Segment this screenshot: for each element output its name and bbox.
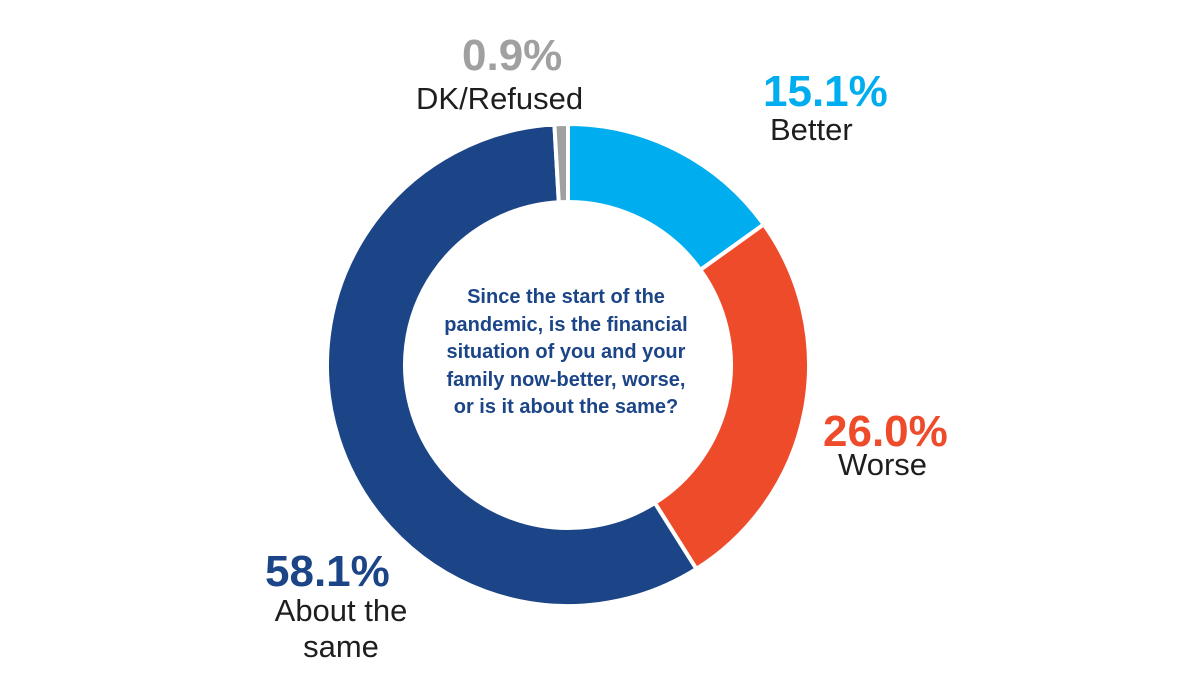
chart-question: Since the start of the pandemic, is the … [444,286,688,418]
slice-dk-refused [552,121,570,205]
category-label-about-the-same: About the same [274,593,408,664]
pct-label-worse: 26.0% [823,407,948,456]
category-label-worse: Worse [838,447,928,482]
slice-worse [652,221,811,572]
category-label-dk-refused: DK/Refused [416,81,584,116]
category-label-better: Better [770,112,853,147]
pct-label-dk-refused: 0.9% [462,31,563,80]
pct-label-better: 15.1% [763,67,888,116]
pct-label-about-the-same: 58.1% [265,547,390,596]
slice-about-the-same [325,122,700,608]
